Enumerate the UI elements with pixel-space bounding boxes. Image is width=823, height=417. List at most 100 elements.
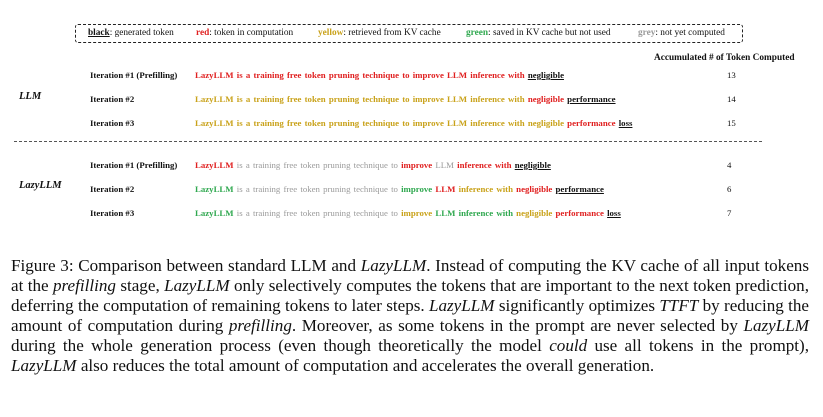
token: pruning [328, 70, 360, 80]
token: a [245, 208, 250, 218]
legend-desc: : generated token [109, 28, 174, 38]
token: LazyLLM [195, 208, 234, 218]
token: with [508, 70, 525, 80]
token-sequence: LazyLLM is a training free token pruning techni… [195, 184, 604, 194]
token: LazyLLM [195, 94, 234, 104]
caption-emph: prefilling [228, 315, 292, 335]
legend-item-grey: grey: not yet computed [638, 28, 725, 38]
token: inference [470, 70, 505, 80]
token: with [496, 184, 513, 194]
iteration-label: Iteration #1 (Prefilling) [90, 70, 178, 80]
token: LazyLLM [195, 184, 234, 194]
iteration-label: Iteration #3 [90, 208, 135, 218]
token: token [300, 160, 320, 170]
token-count: 4 [727, 160, 732, 170]
token: a [245, 160, 250, 170]
token: negligible [527, 94, 564, 104]
caption-emph: prefilling [52, 275, 116, 295]
legend-item-red: red: token in computation [196, 28, 293, 38]
token: LLM [447, 94, 468, 104]
token: negligible [527, 70, 564, 80]
token: inference [470, 94, 505, 104]
token: token [300, 184, 320, 194]
legend-desc: : token in computation [209, 28, 294, 38]
iteration-label: Iteration #2 [90, 184, 135, 194]
token: training [253, 118, 284, 128]
token-count-header: Accumulated # of Token Computed [654, 53, 795, 63]
token: LLM [435, 208, 456, 218]
token: training [252, 160, 281, 170]
token: to [391, 160, 398, 170]
token: performance [555, 184, 604, 194]
token: free [286, 94, 302, 104]
legend-key: grey [638, 28, 656, 38]
token: training [252, 184, 281, 194]
token: improve [412, 118, 444, 128]
token: inference [458, 184, 494, 194]
token: inference [457, 160, 492, 170]
token: free [286, 70, 302, 80]
token: training [253, 70, 284, 80]
token: with [508, 118, 525, 128]
iteration-label: Iteration #1 (Prefilling) [90, 160, 178, 170]
caption-emph: LazyLLM [743, 315, 809, 335]
token: pruning [323, 184, 351, 194]
caption-emph: could [549, 335, 588, 355]
token: improve [412, 94, 444, 104]
figure-caption: Figure 3: Comparison between standard LL… [11, 256, 809, 375]
token: to [391, 184, 398, 194]
token: pruning [323, 160, 351, 170]
token: token [304, 118, 326, 128]
token: improve [401, 184, 433, 194]
token: negligible [527, 118, 564, 128]
token: performance [567, 94, 616, 104]
token-sequence: LazyLLM is a training free token pruning techni… [195, 70, 564, 80]
token: pruning [328, 118, 360, 128]
token: free [283, 208, 298, 218]
token: technique [362, 94, 400, 104]
caption-emph: LazyLLM [360, 256, 427, 275]
caption-text: also reduces the total amount of computa… [76, 355, 655, 375]
token: token [304, 70, 326, 80]
token: improve [412, 70, 444, 80]
iteration-label: Iteration #3 [90, 118, 135, 128]
legend-item-black: black: generated token [88, 28, 174, 38]
legend-item-yellow: yellow: retrieved from KV cache [318, 28, 441, 38]
token: a [245, 94, 251, 104]
token: LazyLLM [195, 70, 234, 80]
token: performance [555, 208, 604, 218]
token: a [245, 118, 251, 128]
token: free [283, 160, 298, 170]
token-sequence: LazyLLM is a training free token pruning techni… [195, 118, 632, 128]
token: loss [607, 208, 621, 218]
legend-desc: : saved in KV cache but not used [488, 28, 611, 38]
legend-key: yellow [318, 28, 344, 38]
token: technique [353, 160, 388, 170]
token-count: 7 [727, 208, 732, 218]
token: technique [353, 184, 388, 194]
caption-text: Figure 3: Comparison between standard LL… [11, 256, 361, 275]
token-count: 6 [727, 184, 732, 194]
caption-emph: TTFT [659, 295, 699, 315]
token-sequence: LazyLLM is a training free token pruning techni… [195, 160, 551, 170]
token-sequence: LazyLLM is a training free token pruning techni… [195, 208, 621, 218]
token: pruning [328, 94, 360, 104]
token: free [286, 118, 302, 128]
token: to [391, 208, 398, 218]
group-label-lazyllm: LazyLLM [19, 180, 62, 191]
token: to [402, 118, 410, 128]
caption-emph: LazyLLM [164, 275, 230, 295]
legend-key: green [466, 28, 489, 38]
caption-emph: LazyLLM [11, 355, 77, 375]
token: technique [362, 118, 400, 128]
token: token [304, 94, 326, 104]
caption-text: by reducing the amount of computation du… [11, 295, 809, 335]
token-count: 14 [727, 94, 736, 104]
legend-key: red [196, 28, 210, 38]
token: with [508, 94, 525, 104]
token: is [236, 118, 243, 128]
token: is [236, 184, 243, 194]
token: performance [567, 118, 616, 128]
token: a [245, 70, 251, 80]
caption-text: significantly optimizes [494, 295, 660, 315]
